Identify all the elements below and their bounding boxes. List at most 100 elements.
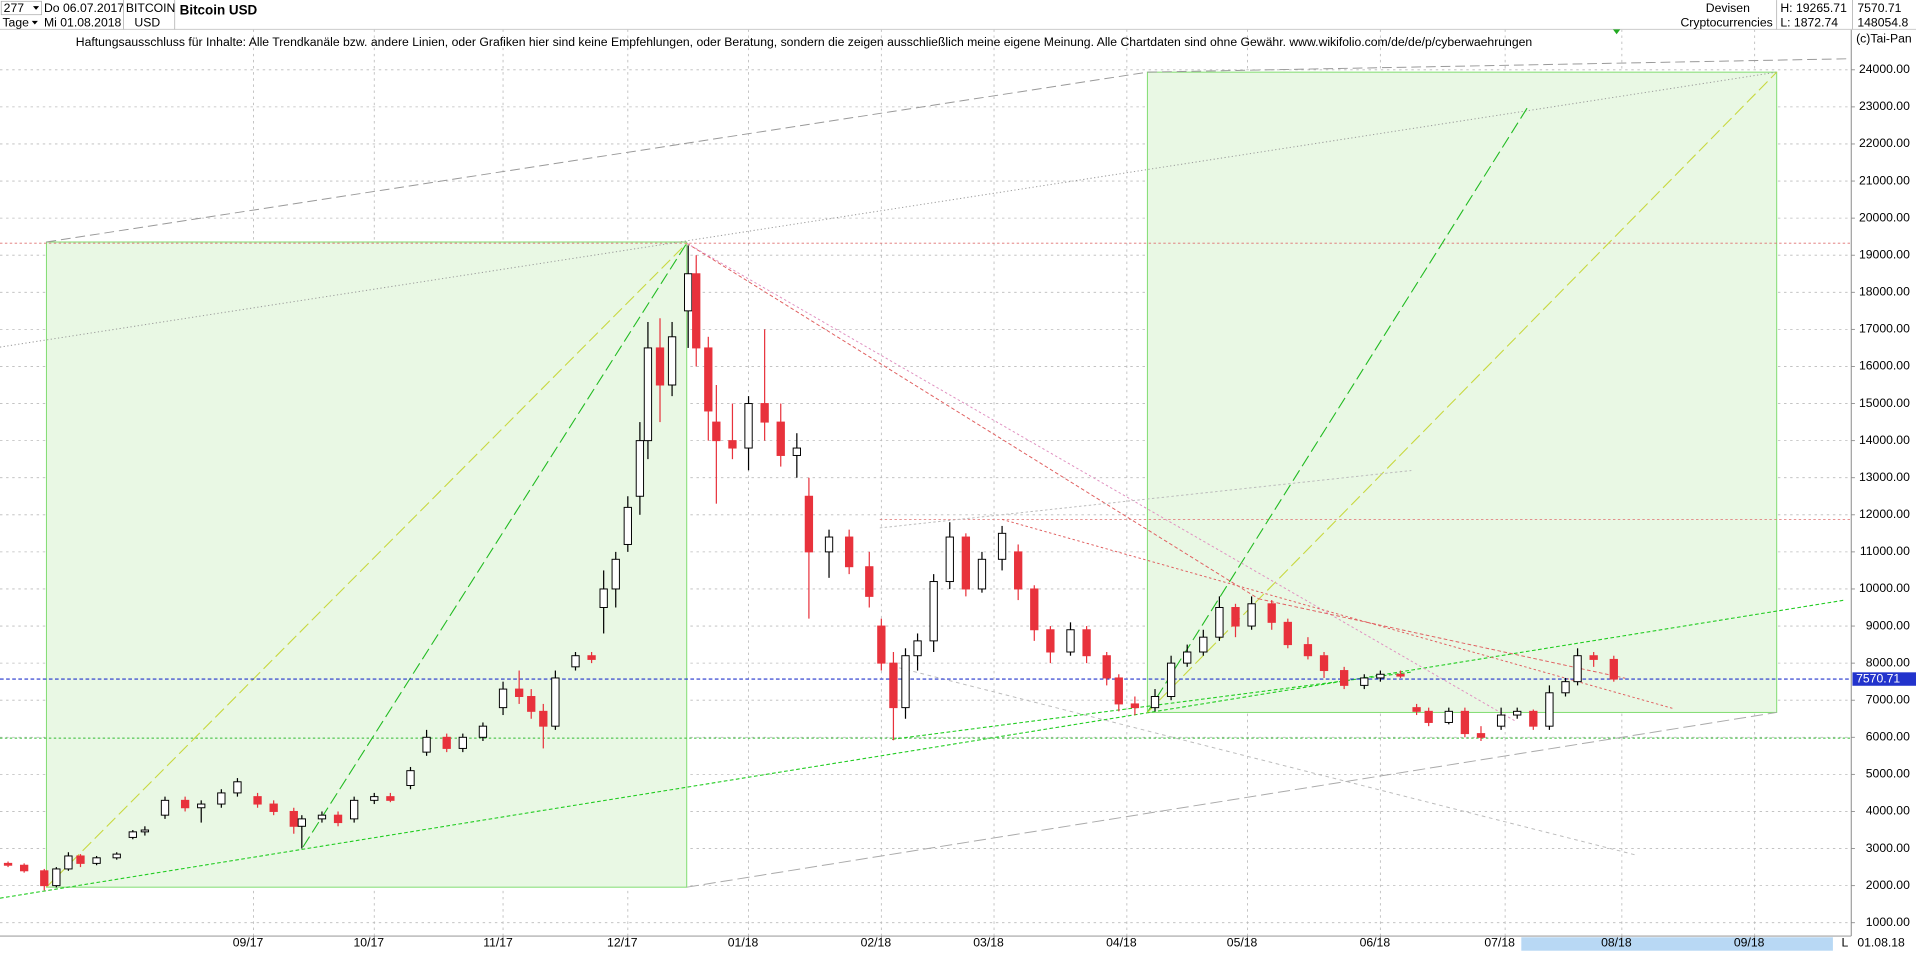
candle-body <box>1199 636 1208 653</box>
candle-body <box>527 696 536 712</box>
copyright: (c)Tai-Pan <box>1856 31 1912 45</box>
y-tick-label: 8000.00 <box>1866 655 1910 669</box>
candle-body <box>160 799 170 816</box>
candle-body <box>804 495 814 553</box>
candle-body <box>128 831 137 838</box>
trend-line <box>1258 598 1626 679</box>
y-tick-label: 9000.00 <box>1866 618 1910 632</box>
candle-body <box>1030 588 1039 631</box>
bar-count[interactable]: 277 <box>4 1 25 15</box>
y-tick-label: 14000.00 <box>1859 433 1910 447</box>
y-tick-label: 19000.00 <box>1859 247 1910 261</box>
y-tick-label: 13000.00 <box>1859 470 1910 484</box>
candle-body <box>498 688 508 709</box>
candle-body <box>140 829 150 833</box>
candle-body <box>3 862 13 866</box>
x-tick-label: 08/18 <box>1601 936 1632 950</box>
y-tick-label: 24000.00 <box>1859 62 1910 76</box>
x-tick-label: 04/18 <box>1106 936 1137 950</box>
candle-body <box>623 506 632 545</box>
candle-body <box>611 558 620 590</box>
candle-body <box>1102 655 1111 679</box>
candle-body <box>929 581 938 642</box>
candle-body <box>112 853 121 859</box>
trend-line <box>46 242 688 888</box>
axes: 1000.00 2000.00 3000.00 4000.00 5000.00 6000.… <box>233 62 1910 950</box>
trend-line <box>1147 58 1852 73</box>
candle-body <box>1046 629 1055 653</box>
x-tick-label: 12/17 <box>607 936 638 950</box>
candle-body <box>1424 710 1433 723</box>
y-tick-label: 10000.00 <box>1859 581 1910 595</box>
candle-body <box>19 864 29 872</box>
candle-body <box>961 536 971 590</box>
trend-line <box>891 671 1412 740</box>
candle-body <box>40 870 49 887</box>
low: L: 1872.74 <box>1780 15 1838 29</box>
count-box[interactable] <box>0 0 42 16</box>
marker <box>1612 29 1621 35</box>
candle-body <box>1589 655 1598 660</box>
high: H: 19265.71 <box>1780 1 1847 15</box>
candle-body <box>728 440 737 449</box>
start-date: Do 06.07.2017 <box>44 1 124 15</box>
candle-body <box>643 347 653 442</box>
candle-body <box>92 857 101 864</box>
candle-body <box>1513 710 1522 716</box>
candle-body <box>422 736 431 753</box>
candle-body <box>1183 651 1192 664</box>
candles <box>3 245 1618 891</box>
candle-body <box>704 347 713 412</box>
x-tick-label: 07/18 <box>1484 936 1515 950</box>
y-tick-label: 20000.00 <box>1859 210 1910 224</box>
scale-mode[interactable]: L <box>1841 936 1848 950</box>
period[interactable]: Tage <box>2 15 29 29</box>
volume: 148054.8 <box>1857 15 1908 29</box>
candle-body <box>684 273 693 312</box>
candle-body <box>945 536 954 583</box>
trend-line <box>0 71 1777 348</box>
last-price-label: 7570.71 <box>1856 671 1900 685</box>
candle-body <box>289 810 298 827</box>
candle-body <box>253 796 262 805</box>
last-price-flag <box>1852 672 1916 686</box>
trend-line <box>1001 518 1675 710</box>
candle-body <box>1412 707 1421 712</box>
candle-body <box>1267 603 1276 623</box>
dropdown-icon[interactable] <box>32 6 40 10</box>
last-price: 7570.71 <box>1857 1 1901 15</box>
trend-line <box>46 71 1148 243</box>
candle-body <box>913 640 922 657</box>
candle-body <box>233 781 242 794</box>
candle-body <box>1215 607 1224 638</box>
candle-body <box>297 818 306 827</box>
x-tick-label: 09/17 <box>233 936 264 950</box>
candle-body <box>587 655 596 660</box>
candle-body <box>844 536 854 568</box>
dropdown-icon[interactable] <box>31 20 38 25</box>
candle-body <box>1247 603 1256 627</box>
candle-body <box>571 655 580 668</box>
candle-body <box>386 796 395 801</box>
candle-body <box>692 273 701 349</box>
candle-body <box>712 421 721 442</box>
currency: USD <box>134 15 160 29</box>
candle-body <box>1396 673 1405 677</box>
candle-body <box>269 803 278 812</box>
candle-body <box>1114 677 1123 705</box>
x-tick-label: 10/17 <box>354 936 385 950</box>
y-tick-label: 21000.00 <box>1859 173 1910 187</box>
candle-body <box>1496 714 1506 727</box>
candle-body <box>333 814 343 824</box>
candle-body <box>776 421 785 456</box>
candle-body <box>865 566 874 597</box>
trend-line <box>1147 71 1778 713</box>
candle-body <box>667 336 677 386</box>
end-date-axis: 01.08.18 <box>1857 936 1905 950</box>
candle-body <box>514 688 524 697</box>
candle-body <box>1340 670 1349 686</box>
y-tick-label: 22000.00 <box>1859 136 1910 150</box>
candle-body <box>877 625 886 664</box>
y-tick-label: 23000.00 <box>1859 99 1910 113</box>
